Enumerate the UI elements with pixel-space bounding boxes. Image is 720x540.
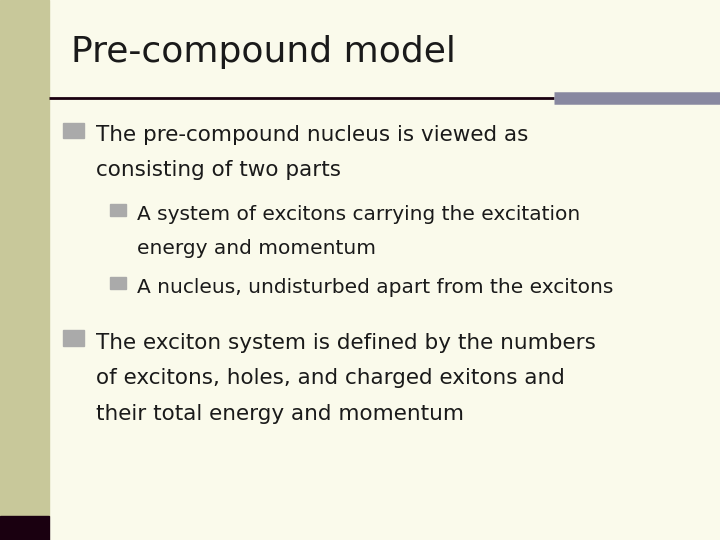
- Text: A system of excitons carrying the excitation: A system of excitons carrying the excita…: [137, 205, 580, 224]
- Text: The exciton system is defined by the numbers: The exciton system is defined by the num…: [96, 333, 596, 353]
- Text: A nucleus, undisturbed apart from the excitons: A nucleus, undisturbed apart from the ex…: [137, 278, 613, 297]
- Bar: [110, 204, 126, 216]
- Bar: [0, 516, 49, 540]
- Text: The pre-compound nucleus is viewed as: The pre-compound nucleus is viewed as: [96, 125, 529, 145]
- Text: Pre-compound model: Pre-compound model: [71, 35, 456, 69]
- Text: consisting of two parts: consisting of two parts: [96, 160, 341, 180]
- Bar: [63, 330, 84, 346]
- Bar: [63, 123, 84, 138]
- Text: their total energy and momentum: their total energy and momentum: [96, 404, 464, 424]
- Bar: [0, 0, 49, 516]
- Text: energy and momentum: energy and momentum: [137, 239, 376, 258]
- Bar: [110, 277, 126, 289]
- Text: of excitons, holes, and charged exitons and: of excitons, holes, and charged exitons …: [96, 368, 565, 388]
